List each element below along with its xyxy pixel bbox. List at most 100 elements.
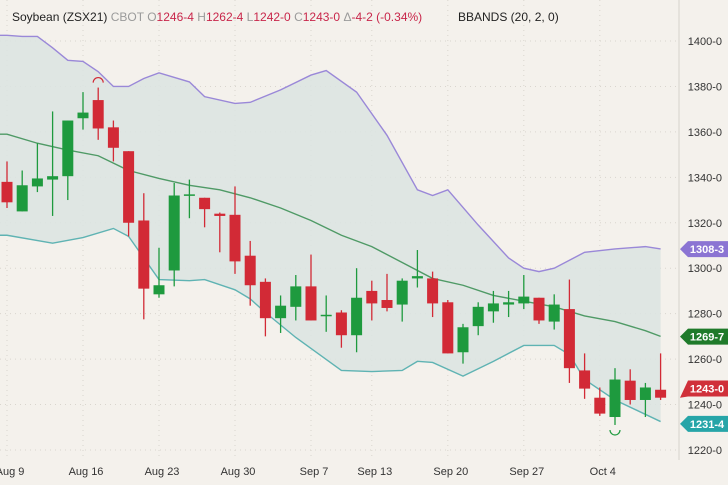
candle [518,275,530,310]
candle [153,247,165,298]
candle [609,368,621,425]
candle [214,212,226,253]
candle [199,197,211,228]
y-tick-label: 1240-0 [688,400,722,412]
exchange: CBOT [110,10,144,24]
candle [487,290,499,323]
candle-body [320,314,332,317]
bollinger-band-fill [0,35,661,422]
candle-body [563,309,575,369]
candle [275,295,287,333]
candle [305,254,317,321]
x-tick-label: Sep 7 [300,466,329,478]
price-tag-label: 1308-3 [690,244,724,256]
candle [366,280,378,321]
candle [229,186,241,274]
candle [335,310,347,348]
candle-body [655,389,667,398]
change-label: Δ [343,10,352,24]
candle-body [77,112,89,119]
bollinger-lower-line [0,227,661,423]
price-tag-middle: 1269-7 [680,328,728,345]
candle [381,273,393,312]
high-label: H [197,10,206,24]
candle [351,268,363,353]
candle [442,300,454,354]
candle [533,297,545,324]
candle [457,323,469,364]
candle-body [381,300,393,308]
price-tag-background [680,380,728,398]
symbol-name: Soybean (ZSX21) [12,10,108,24]
open-value: 1246-4 [156,10,194,24]
candle [123,151,135,237]
candle-body [427,278,439,304]
candle-body [153,285,165,295]
candle [655,353,667,400]
candle [259,278,271,337]
high-value: 1262-4 [205,10,244,24]
candle-body [609,379,621,418]
y-tick-label: 1400-0 [688,36,722,48]
candle-body [31,178,43,187]
x-tick-label: Sep 13 [357,466,392,478]
x-tick-label: Sep 27 [509,466,544,478]
y-tick-label: 1280-0 [688,309,722,321]
x-tick-label: Aug 23 [145,466,180,478]
price-tag-background [680,415,728,432]
candle-body [335,312,347,336]
price-tag-background [680,241,728,258]
candle-body [472,306,484,327]
price-tag-label: 1231-4 [690,419,725,431]
price-tag-label: 1269-7 [690,332,724,344]
candle [427,271,439,318]
candle [594,387,606,416]
price-tag-lower: 1231-4 [680,415,728,432]
y-tick-label: 1340-0 [688,172,722,184]
candle-body [533,297,545,321]
candle-body [138,220,150,289]
candle [183,179,195,219]
candle-body [351,297,363,336]
candle-body [244,255,256,286]
candle-body [548,304,560,322]
y-tick-label: 1360-0 [688,127,722,139]
low-label: L [246,10,254,24]
candle [62,120,74,201]
candle [579,353,591,399]
candle-body [1,181,13,203]
x-tick-label: Aug 30 [221,466,256,478]
candle-body [123,151,135,223]
price-tag-label: 1243-0 [690,384,724,396]
candle [639,382,651,418]
candle-body [275,305,287,319]
candle [77,92,89,130]
candle-body [107,127,119,148]
candle-body [214,213,226,216]
candle [31,143,43,193]
candle-body [624,380,636,400]
candle-body [518,296,530,304]
candle [47,111,59,216]
candle [320,295,332,332]
candle-body [579,370,591,389]
chart-legend: Soybean (ZSX21) CBOT O1246-4 H1262-4 L12… [12,10,422,24]
x-tick-label: Sep 20 [433,466,468,478]
change-value: -4-2 (-0.34%) [351,10,423,24]
candle-body [442,302,454,354]
candle-body [92,100,104,129]
candle-body [62,120,74,177]
candle [624,369,636,405]
candle-body [639,387,651,400]
candle-body [16,185,28,212]
y-tick-label: 1300-0 [688,263,722,275]
candle-body [229,214,241,262]
candle-body [183,194,195,196]
candle-body [47,176,59,180]
y-tick-label: 1220-0 [688,445,722,457]
candle-body [457,327,469,353]
candle-body [168,195,180,271]
low-value: 1242-0 [253,10,291,24]
indicator-label[interactable]: BBANDS (20, 2, 0) [458,10,559,24]
